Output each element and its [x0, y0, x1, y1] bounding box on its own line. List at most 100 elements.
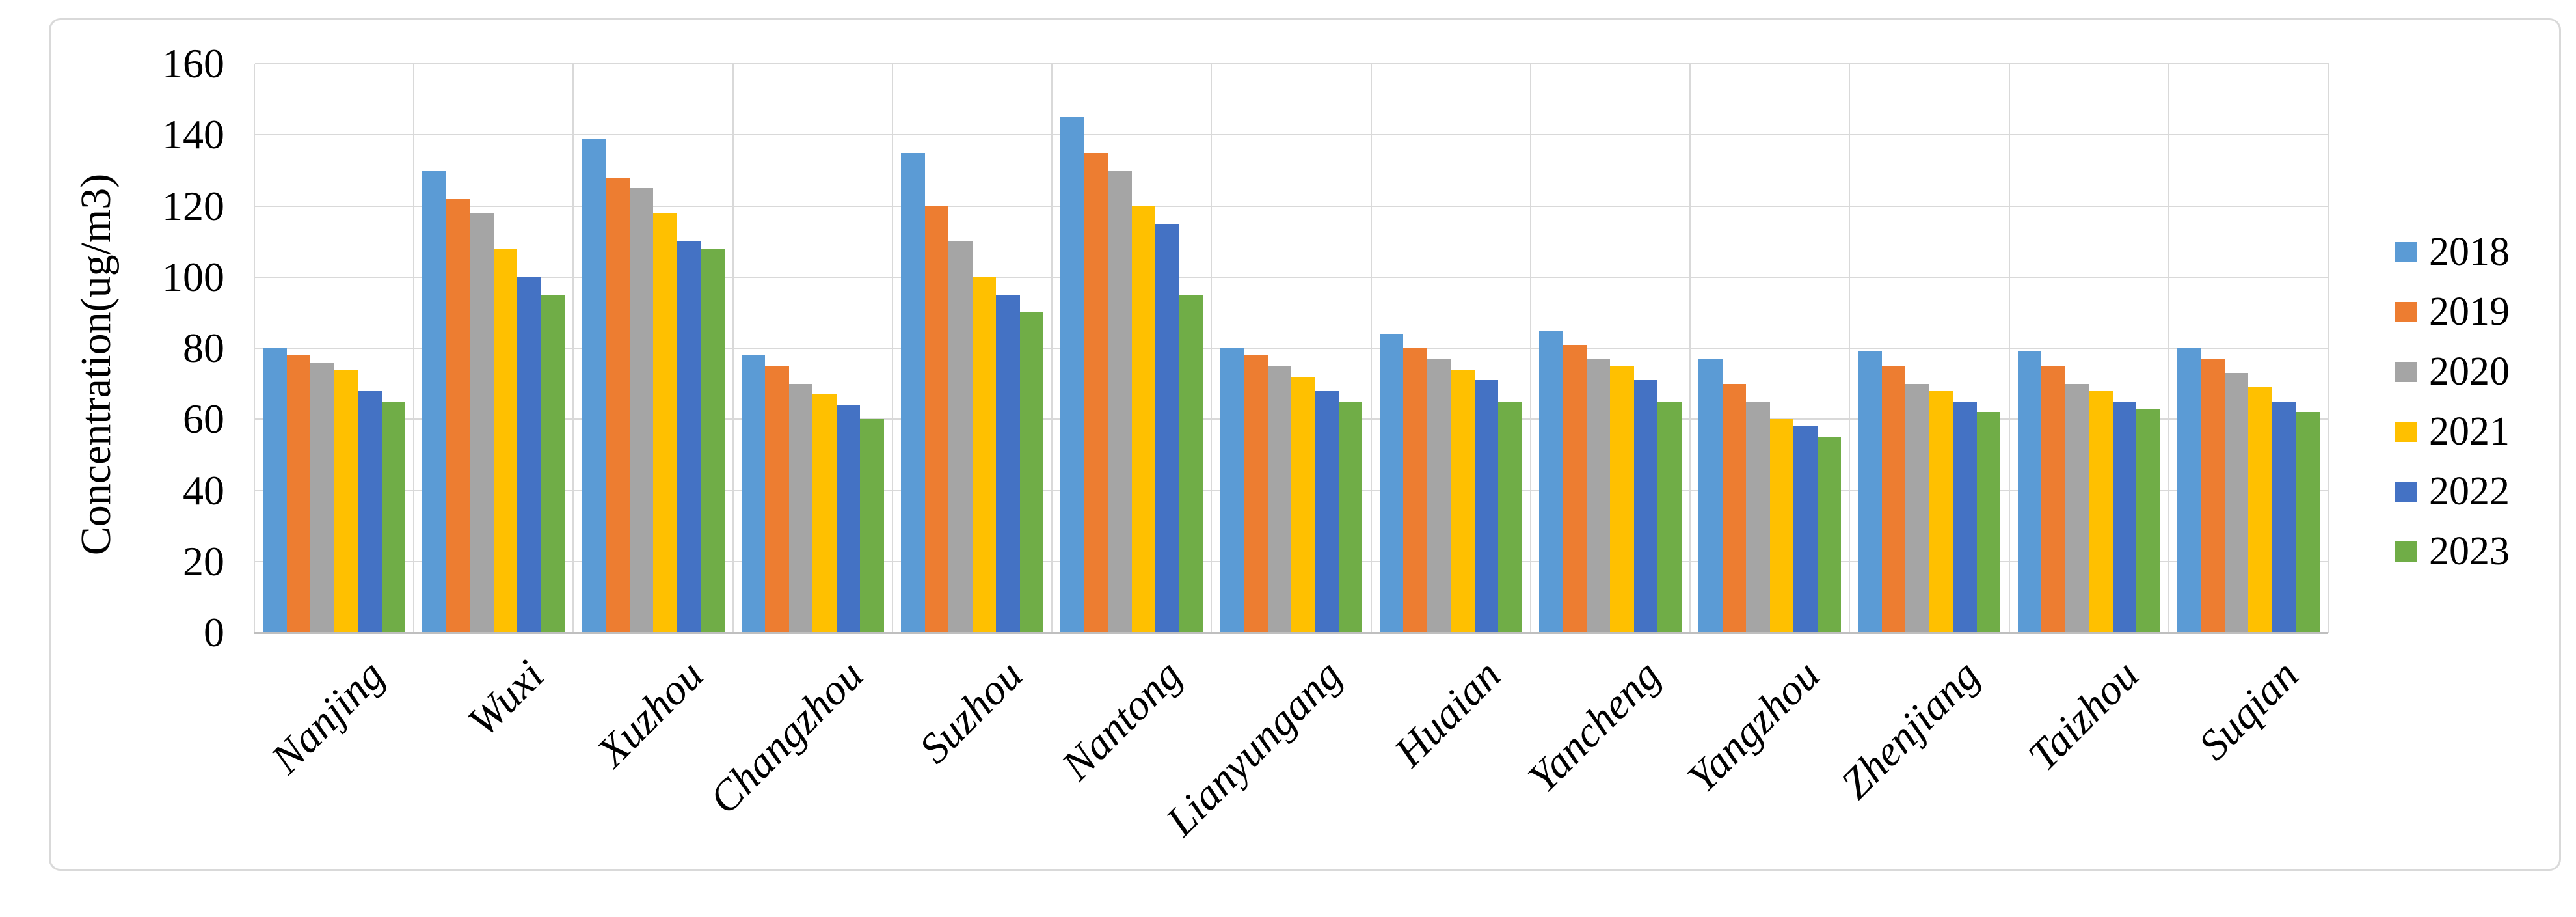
bar-group: [1060, 64, 1203, 633]
bar-wuxi-2018: [422, 170, 446, 633]
bar-nantong-2018: [1060, 116, 1084, 633]
bar-taizhou-2022: [2112, 401, 2137, 633]
y-tick-label: 100: [162, 253, 224, 300]
x-axis-line: [254, 632, 2328, 634]
y-axis-tick-labels: 0 20 40 60 80 100 120 140 160: [0, 0, 224, 917]
y-tick-label: 80: [183, 325, 224, 371]
legend-label: 2019: [2429, 290, 2510, 334]
category-column: [255, 64, 415, 633]
category-column: [1212, 64, 1372, 633]
bar-lianyungang-2018: [1220, 348, 1244, 633]
bar-wuxi-2020: [470, 213, 494, 633]
legend-item: 2018: [2395, 232, 2510, 272]
bar-yangzhou-2020: [1746, 401, 1770, 633]
bar-xuzhou-2020: [629, 188, 654, 633]
bar-wuxi-2019: [446, 198, 470, 633]
bar-yangzhou-2023: [1817, 437, 1842, 633]
bar-suzhou-2020: [948, 241, 973, 633]
bar-changzhou-2021: [812, 394, 837, 633]
bar-nantong-2020: [1108, 170, 1132, 633]
bar-lianyungang-2019: [1244, 355, 1268, 633]
bar-suqian-2018: [2177, 348, 2201, 633]
bar-zhenjiang-2018: [1858, 351, 1882, 633]
gridline-h: [255, 276, 2329, 278]
bar-yancheng-2023: [1657, 401, 1682, 633]
legend-swatch-icon: [2395, 301, 2417, 322]
bar-huaian-2023: [1498, 401, 1522, 633]
bar-xuzhou-2018: [582, 138, 606, 633]
bar-wuxi-2022: [517, 277, 541, 633]
bar-nanjing-2019: [286, 355, 311, 633]
bar-nanjing-2018: [263, 348, 287, 633]
y-tick-label: 160: [162, 40, 224, 87]
bar-suqian-2021: [2248, 387, 2272, 633]
bar-group: [1379, 64, 1522, 633]
legend-item: 2020: [2395, 351, 2510, 392]
bar-taizhou-2018: [2017, 351, 2042, 633]
bar-group: [1858, 64, 2001, 633]
y-tick-label: 120: [162, 182, 224, 229]
legend-item: 2021: [2395, 411, 2510, 452]
category-column: [2169, 64, 2329, 633]
bar-zhenjiang-2019: [1881, 366, 1906, 633]
bar-changzhou-2019: [765, 366, 789, 633]
bar-lianyungang-2020: [1267, 366, 1292, 633]
bar-suzhou-2022: [996, 295, 1020, 633]
bar-huaian-2019: [1403, 348, 1427, 633]
bar-xuzhou-2023: [701, 249, 725, 633]
legend: 2018 2019 2020 2021 2022 2023: [2395, 232, 2510, 571]
bar-suzhou-2021: [972, 277, 997, 633]
bar-nantong-2021: [1131, 206, 1156, 633]
category-columns: [255, 64, 2329, 633]
bar-zhenjiang-2022: [1953, 401, 1977, 633]
bar-yancheng-2020: [1587, 359, 1611, 633]
bar-nantong-2023: [1179, 295, 1203, 633]
bar-yancheng-2021: [1610, 366, 1634, 633]
category-column: [893, 64, 1053, 633]
bar-xuzhou-2019: [606, 177, 630, 633]
legend-item: 2019: [2395, 292, 2510, 332]
bar-nantong-2022: [1155, 223, 1179, 633]
bar-group: [741, 64, 884, 633]
bar-wuxi-2023: [541, 295, 565, 633]
bar-group: [901, 64, 1043, 633]
bar-lianyungang-2021: [1291, 376, 1315, 633]
bar-suqian-2019: [2201, 359, 2225, 633]
bar-yancheng-2019: [1563, 344, 1587, 633]
legend-swatch-icon: [2395, 421, 2417, 442]
bar-yangzhou-2022: [1793, 426, 1818, 633]
bar-suqian-2023: [2296, 412, 2320, 633]
bar-suzhou-2018: [901, 152, 925, 633]
legend-label: 2023: [2429, 529, 2510, 573]
plot-area: [254, 63, 2329, 633]
category-column: [1691, 64, 1851, 633]
legend-label: 2022: [2429, 469, 2510, 513]
y-tick-label: 0: [204, 609, 224, 655]
legend-item: 2023: [2395, 531, 2510, 571]
bar-group: [582, 64, 725, 633]
bar-suzhou-2019: [924, 206, 949, 633]
y-tick-label: 60: [183, 396, 224, 443]
bar-suqian-2020: [2224, 373, 2249, 633]
legend-label: 2020: [2429, 349, 2510, 394]
bar-nanjing-2020: [310, 362, 334, 633]
bar-xuzhou-2022: [677, 241, 701, 633]
gridline-h: [255, 63, 2329, 64]
bar-suzhou-2023: [1019, 312, 1043, 633]
category-column: [1850, 64, 2010, 633]
bar-taizhou-2021: [2089, 390, 2113, 633]
y-tick-label: 20: [183, 538, 224, 584]
legend-label: 2018: [2429, 230, 2510, 274]
bar-group: [2177, 64, 2320, 633]
bar-huaian-2018: [1379, 334, 1404, 633]
bar-group: [263, 64, 406, 633]
legend-item: 2022: [2395, 471, 2510, 512]
bar-group: [1698, 64, 1842, 633]
bar-lianyungang-2023: [1338, 401, 1363, 633]
bar-changzhou-2022: [836, 405, 861, 633]
bar-zhenjiang-2020: [1905, 383, 1929, 633]
bar-changzhou-2020: [788, 383, 813, 633]
gridline-h: [255, 134, 2329, 136]
legend-label: 2021: [2429, 409, 2510, 454]
bar-huaian-2021: [1451, 369, 1475, 633]
